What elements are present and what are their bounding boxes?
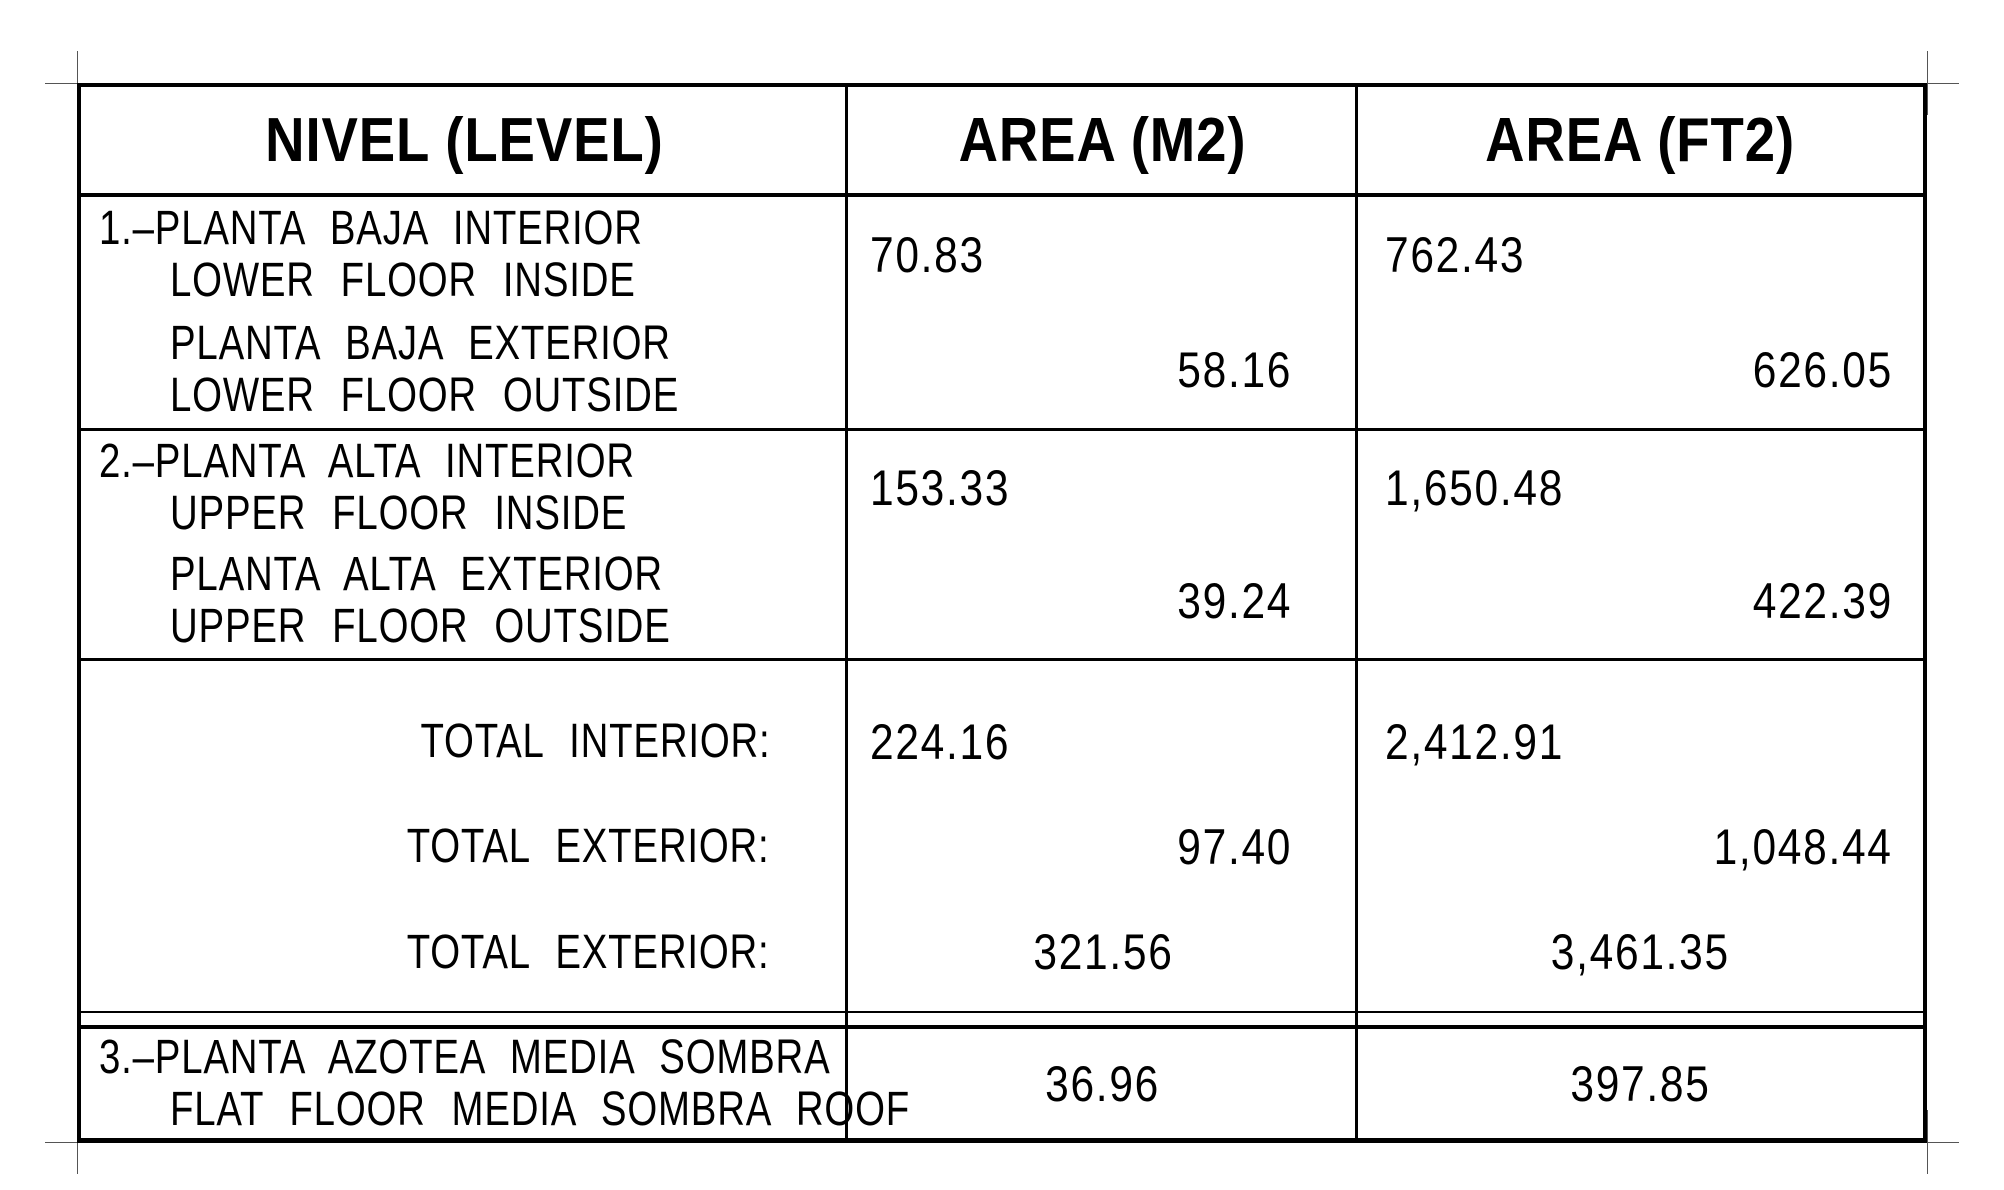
column-divider-2 (1355, 87, 1358, 1138)
area-ft2-cell: 762.43 (1358, 197, 1923, 313)
subrow-upper-interior: 2.–PLANTA ALTA INTERIOR UPPER FLOOR INSI… (81, 431, 1923, 545)
total-label: TOTAL EXTERIOR: (407, 925, 770, 979)
total-ft2-value: 3,461.35 (1550, 924, 1731, 981)
total-ft2-cell: 3,461.35 (1358, 900, 1923, 1005)
level-label-line2: LOWER FLOOR INSIDE (170, 253, 636, 307)
area-ft2-cell: 626.05 (1358, 313, 1923, 429)
subrow-roof: 3.–PLANTA AZOTEA MEDIA SOMBRA FLAT FLOOR… (81, 1029, 1923, 1138)
total-label: TOTAL INTERIOR: (420, 715, 770, 769)
level-label-cell: PLANTA ALTA EXTERIOR UPPER FLOOR OUTSIDE (81, 545, 848, 659)
level-label-cell: PLANTA BAJA EXTERIOR LOWER FLOOR OUTSIDE (81, 313, 848, 429)
header-cell-area-m2: AREA (M2) (848, 87, 1358, 193)
row-group-lower-floor: 1.–PLANTA BAJA INTERIOR LOWER FLOOR INSI… (81, 197, 1923, 431)
area-ft2-cell: 1,650.48 (1358, 431, 1923, 545)
total-m2-value: 321.56 (1032, 924, 1174, 981)
level-label-line2: FLAT FLOOR MEDIA SOMBRA ROOF (170, 1082, 911, 1136)
header-cell-area-ft2: AREA (FT2) (1358, 87, 1923, 193)
total-m2-cell: 224.16 (848, 689, 1358, 794)
area-m2-value: 153.33 (870, 459, 1011, 516)
total-ft2-cell: 2,412.91 (1358, 689, 1923, 794)
corner-tick-top-right-v (1927, 51, 1928, 115)
total-ft2-value: 2,412.91 (1385, 713, 1565, 770)
level-label-line2: UPPER FLOOR OUTSIDE (170, 600, 671, 654)
area-ft2-value: 1,650.48 (1385, 459, 1565, 516)
area-m2-value: 36.96 (1045, 1055, 1161, 1112)
level-label-cell: 2.–PLANTA ALTA INTERIOR UPPER FLOOR INSI… (81, 431, 848, 545)
corner-tick-bottom-right-v (1927, 1110, 1928, 1174)
level-label-line2: UPPER FLOOR INSIDE (170, 486, 628, 540)
area-m2-cell: 153.33 (848, 431, 1358, 545)
level-label-line1: PLANTA ALTA EXTERIOR (170, 548, 663, 602)
total-exterior-row: TOTAL EXTERIOR: 97.40 1,048.44 (81, 794, 1923, 899)
section-gap (81, 1013, 1923, 1025)
total-m2-cell: 321.56 (848, 900, 1358, 1005)
subrow-upper-exterior: PLANTA ALTA EXTERIOR UPPER FLOOR OUTSIDE… (81, 545, 1923, 659)
totals-section: TOTAL INTERIOR: 224.16 2,412.91 TOTAL EX… (81, 661, 1923, 1013)
total-label-cell: TOTAL EXTERIOR: (81, 794, 848, 899)
subrow-lower-interior: 1.–PLANTA BAJA INTERIOR LOWER FLOOR INSI… (81, 197, 1923, 313)
total-label-cell: TOTAL INTERIOR: (81, 689, 848, 794)
level-label-line1: 1.–PLANTA BAJA INTERIOR (99, 201, 643, 255)
area-ft2-value: 422.39 (1752, 573, 1893, 630)
area-ft2-value: 762.43 (1385, 226, 1526, 283)
area-m2-cell: 70.83 (848, 197, 1358, 313)
total-interior-row: TOTAL INTERIOR: 224.16 2,412.91 (81, 689, 1923, 794)
subrow-lower-exterior: PLANTA BAJA EXTERIOR LOWER FLOOR OUTSIDE… (81, 313, 1923, 429)
area-table: NIVEL (LEVEL) AREA (M2) AREA (FT2) 1.–PL… (77, 83, 1927, 1143)
row-group-upper-floor: 2.–PLANTA ALTA INTERIOR UPPER FLOOR INSI… (81, 431, 1923, 661)
header-cell-level: NIVEL (LEVEL) (81, 87, 848, 193)
area-ft2-cell: 422.39 (1358, 545, 1923, 659)
area-m2-value: 39.24 (1177, 573, 1292, 630)
area-ft2-value: 397.85 (1570, 1055, 1711, 1112)
level-label-line1: 3.–PLANTA AZOTEA MEDIA SOMBRA (99, 1030, 831, 1084)
total-ft2-value: 1,048.44 (1713, 818, 1893, 875)
total-m2-value: 224.16 (870, 713, 1011, 770)
total-overall-row: TOTAL EXTERIOR: 321.56 3,461.35 (81, 900, 1923, 1005)
total-ft2-cell: 1,048.44 (1358, 794, 1923, 899)
column-divider-1 (845, 87, 848, 1138)
area-m2-value: 58.16 (1177, 342, 1292, 399)
total-label-cell: TOTAL EXTERIOR: (81, 900, 848, 1005)
table-header-row: NIVEL (LEVEL) AREA (M2) AREA (FT2) (81, 87, 1923, 197)
total-label: TOTAL EXTERIOR: (407, 820, 770, 874)
header-area-ft2-label: AREA (FT2) (1485, 105, 1796, 175)
area-m2-cell: 39.24 (848, 545, 1358, 659)
level-label-line1: 2.–PLANTA ALTA INTERIOR (99, 434, 635, 488)
area-ft2-value: 626.05 (1752, 342, 1893, 399)
area-ft2-cell: 397.85 (1358, 1029, 1923, 1138)
level-label-line1: PLANTA BAJA EXTERIOR (170, 317, 671, 371)
level-label-cell: 3.–PLANTA AZOTEA MEDIA SOMBRA FLAT FLOOR… (81, 1029, 909, 1138)
total-m2-cell: 97.40 (848, 794, 1358, 899)
area-m2-cell: 36.96 (848, 1029, 1358, 1138)
row-group-roof: 3.–PLANTA AZOTEA MEDIA SOMBRA FLAT FLOOR… (81, 1025, 1923, 1138)
total-m2-value: 97.40 (1177, 818, 1292, 875)
level-label-line2: LOWER FLOOR OUTSIDE (170, 369, 680, 423)
header-level-label: NIVEL (LEVEL) (265, 105, 664, 175)
level-label-cell: 1.–PLANTA BAJA INTERIOR LOWER FLOOR INSI… (81, 197, 848, 313)
area-m2-cell: 58.16 (848, 313, 1358, 429)
header-area-m2-label: AREA (M2) (959, 105, 1247, 175)
area-m2-value: 70.83 (870, 226, 985, 283)
